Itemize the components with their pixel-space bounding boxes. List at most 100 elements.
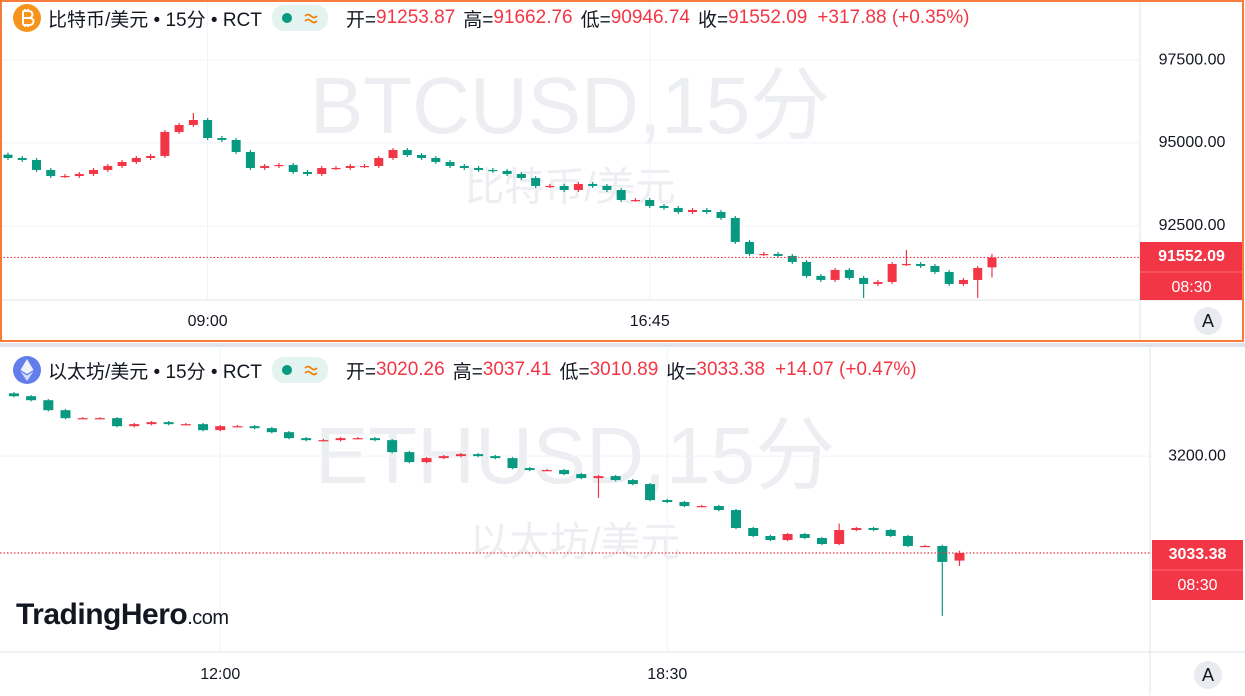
- candle-body: [782, 534, 793, 540]
- x-tick-label: 16:45: [630, 313, 670, 330]
- y-tick-label: 92500.00: [1159, 217, 1226, 234]
- candle-body: [302, 171, 312, 174]
- candle-body: [249, 426, 260, 429]
- price-box: [1140, 242, 1243, 300]
- candle-body: [288, 164, 298, 172]
- candle-body: [834, 529, 845, 545]
- candle-body: [937, 545, 948, 562]
- candle-body: [129, 424, 140, 427]
- candle-body: [369, 438, 380, 441]
- candle-body: [352, 438, 363, 440]
- candle-body: [541, 470, 552, 472]
- x-tick-label: 12:00: [200, 666, 240, 683]
- auto-scale-button[interactable]: [1194, 661, 1222, 689]
- candle-body: [731, 510, 742, 529]
- candle-body: [60, 175, 70, 178]
- candle-body: [215, 426, 226, 431]
- candle-body: [260, 165, 270, 168]
- candle-body: [610, 476, 621, 481]
- candle-body: [160, 131, 170, 156]
- candle-body: [245, 151, 255, 168]
- ohlc-label: 开=: [345, 9, 376, 31]
- candle-body: [203, 120, 213, 138]
- change: +317.88 (+0.35%): [817, 7, 970, 28]
- candle-body: [987, 257, 997, 268]
- candle-body: [559, 185, 569, 190]
- candle-body: [26, 396, 37, 401]
- candle-body: [759, 253, 769, 256]
- candle-body: [765, 535, 776, 540]
- candle-body: [507, 458, 518, 469]
- price-label: 91552.09: [1158, 248, 1225, 265]
- candle-body: [331, 167, 341, 170]
- candle-body: [474, 167, 484, 170]
- ohlc-value: 91552.09: [728, 7, 808, 28]
- candle-body: [516, 173, 526, 178]
- candle-body: [360, 165, 370, 168]
- candle-body: [687, 209, 697, 212]
- candle-body: [531, 177, 541, 186]
- candle-body: [438, 456, 449, 459]
- candle-body: [887, 263, 897, 282]
- candle-body: [421, 458, 432, 463]
- candle-body: [645, 199, 655, 206]
- candle-body: [117, 161, 127, 166]
- auto-scale-button[interactable]: [1194, 307, 1222, 335]
- candle-body: [662, 500, 673, 503]
- candle-body: [930, 265, 940, 272]
- candle-body: [335, 438, 346, 441]
- candle-body: [231, 139, 241, 152]
- watermark-subtitle: 比特币/美元: [464, 166, 675, 210]
- candle-body: [616, 189, 626, 200]
- candle-body: [74, 173, 84, 176]
- candle-body: [659, 205, 669, 208]
- candle-body: [188, 120, 198, 125]
- candle-body: [816, 538, 827, 545]
- candle-body: [696, 506, 707, 508]
- y-tick-label: 3200.00: [1168, 447, 1226, 464]
- ohlc-value: 91253.87: [376, 7, 456, 28]
- candle-body: [146, 422, 157, 425]
- countdown-label: 08:30: [1171, 279, 1211, 296]
- logo-text: TradingHero: [16, 598, 188, 631]
- candle-body: [859, 277, 869, 284]
- ohlc-label: 低=: [559, 361, 590, 383]
- candle-body: [3, 154, 13, 158]
- candle-body: [885, 529, 896, 536]
- active-panel-border: [0, 0, 1244, 342]
- candle-body: [103, 165, 113, 170]
- candle-body: [60, 410, 71, 419]
- candle-body: [787, 255, 797, 262]
- candle-body: [868, 528, 879, 530]
- candle-body: [198, 424, 209, 431]
- candle-body: [174, 124, 184, 132]
- candle-body: [973, 267, 983, 280]
- candle-body: [630, 199, 640, 202]
- ohlc-value: 3010.89: [589, 359, 659, 380]
- candle-body: [816, 275, 826, 280]
- panel-separator: [0, 343, 1245, 347]
- candle-body: [402, 150, 412, 155]
- candle-body: [112, 418, 123, 427]
- candle-body: [43, 400, 54, 411]
- status-pill: [271, 5, 328, 31]
- candle-body: [730, 217, 740, 242]
- logo-suffix: .com: [187, 607, 229, 629]
- candle-body: [716, 211, 726, 218]
- candle-body: [673, 207, 683, 212]
- x-tick-label: 18:30: [647, 666, 687, 683]
- candle-body: [679, 502, 690, 507]
- auto-scale-label: A: [1202, 665, 1214, 685]
- candle-body: [146, 155, 156, 158]
- y-tick-label: 97500.00: [1159, 51, 1226, 68]
- candle-body: [317, 167, 327, 174]
- candle-body: [559, 470, 570, 475]
- candle-body: [266, 428, 277, 433]
- candle-body: [345, 165, 355, 168]
- candle-body: [77, 418, 88, 420]
- candle-body: [163, 422, 174, 425]
- status-pill: [271, 357, 328, 383]
- candle-body: [844, 269, 854, 278]
